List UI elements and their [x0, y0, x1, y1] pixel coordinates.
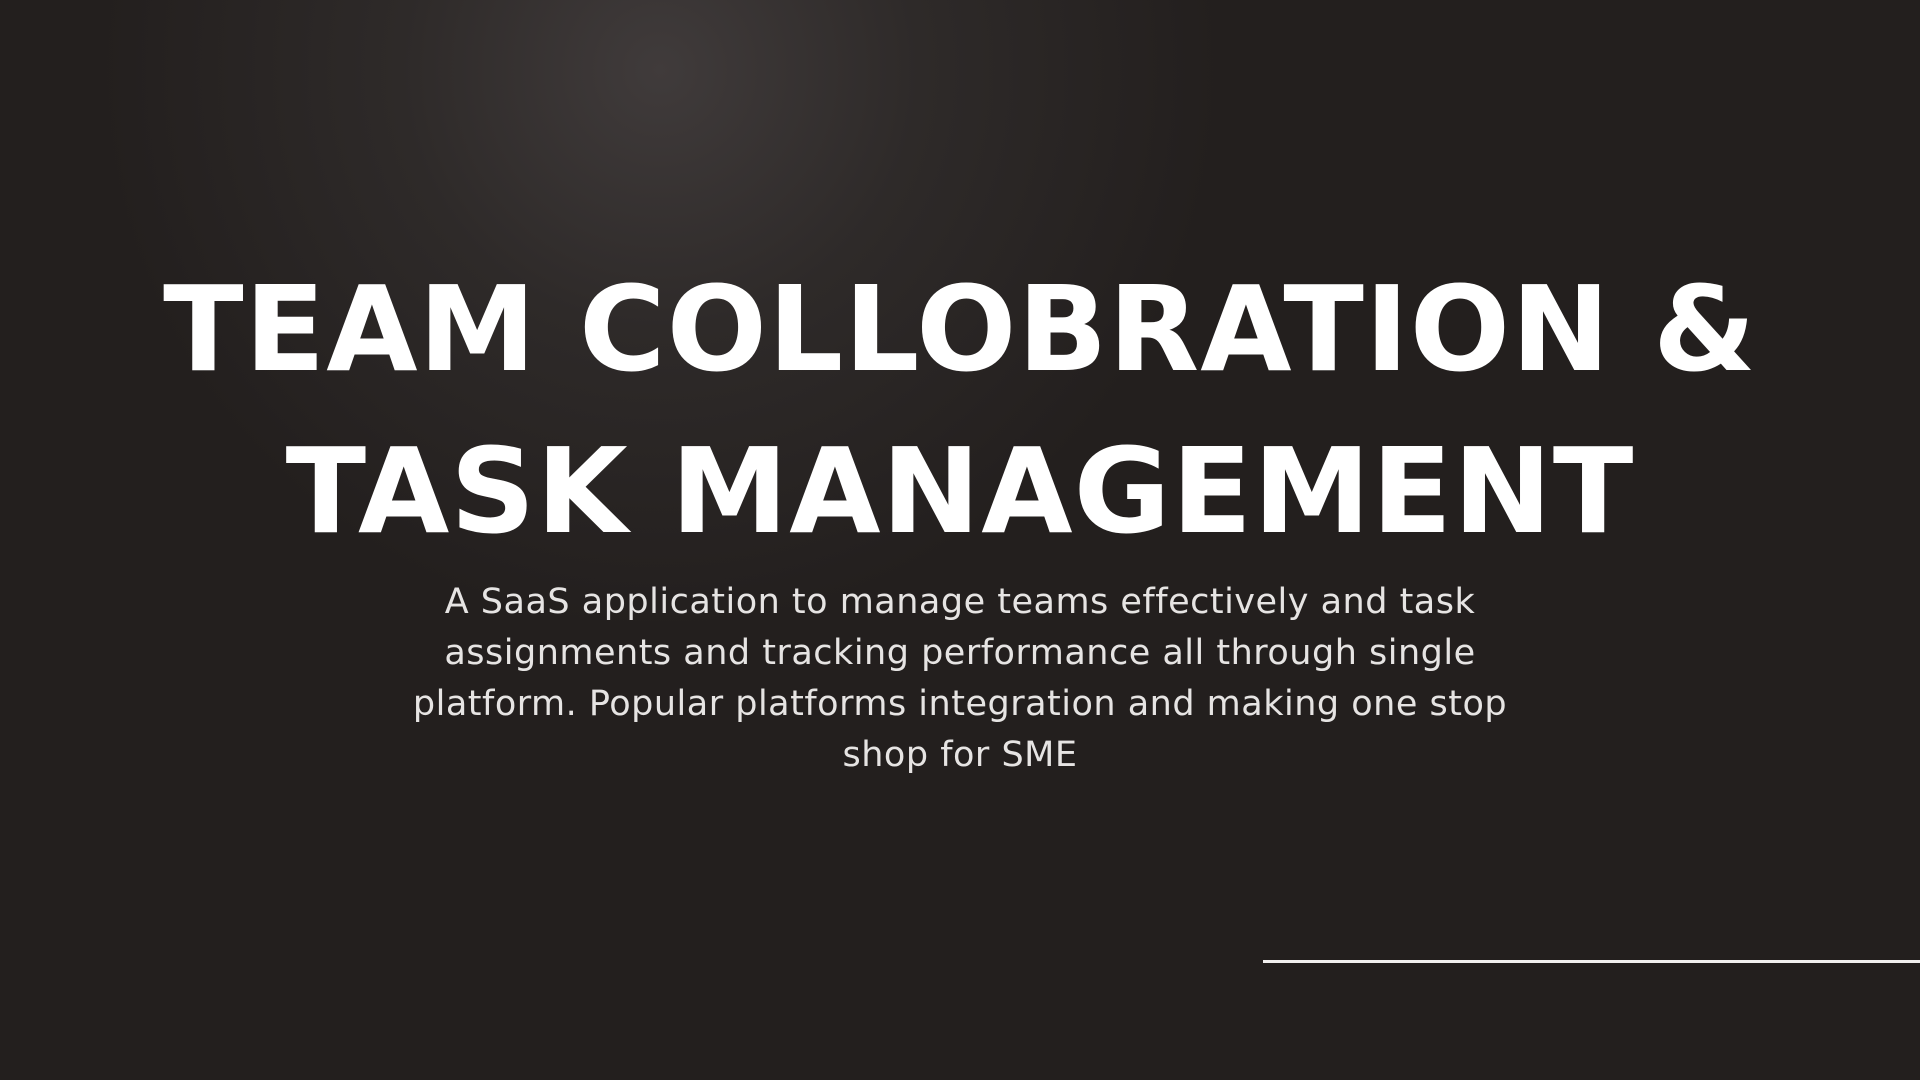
slide-title: TEAM COLLOBRATION & TASK MANAGEMENT: [0, 248, 1920, 572]
slide-title-line-2: TASK MANAGEMENT: [285, 422, 1635, 560]
slide-title-line-1: TEAM COLLOBRATION &: [163, 260, 1757, 398]
slide-subtitle: A SaaS application to manage teams effec…: [412, 582, 1508, 775]
accent-rule: [1263, 960, 1920, 963]
